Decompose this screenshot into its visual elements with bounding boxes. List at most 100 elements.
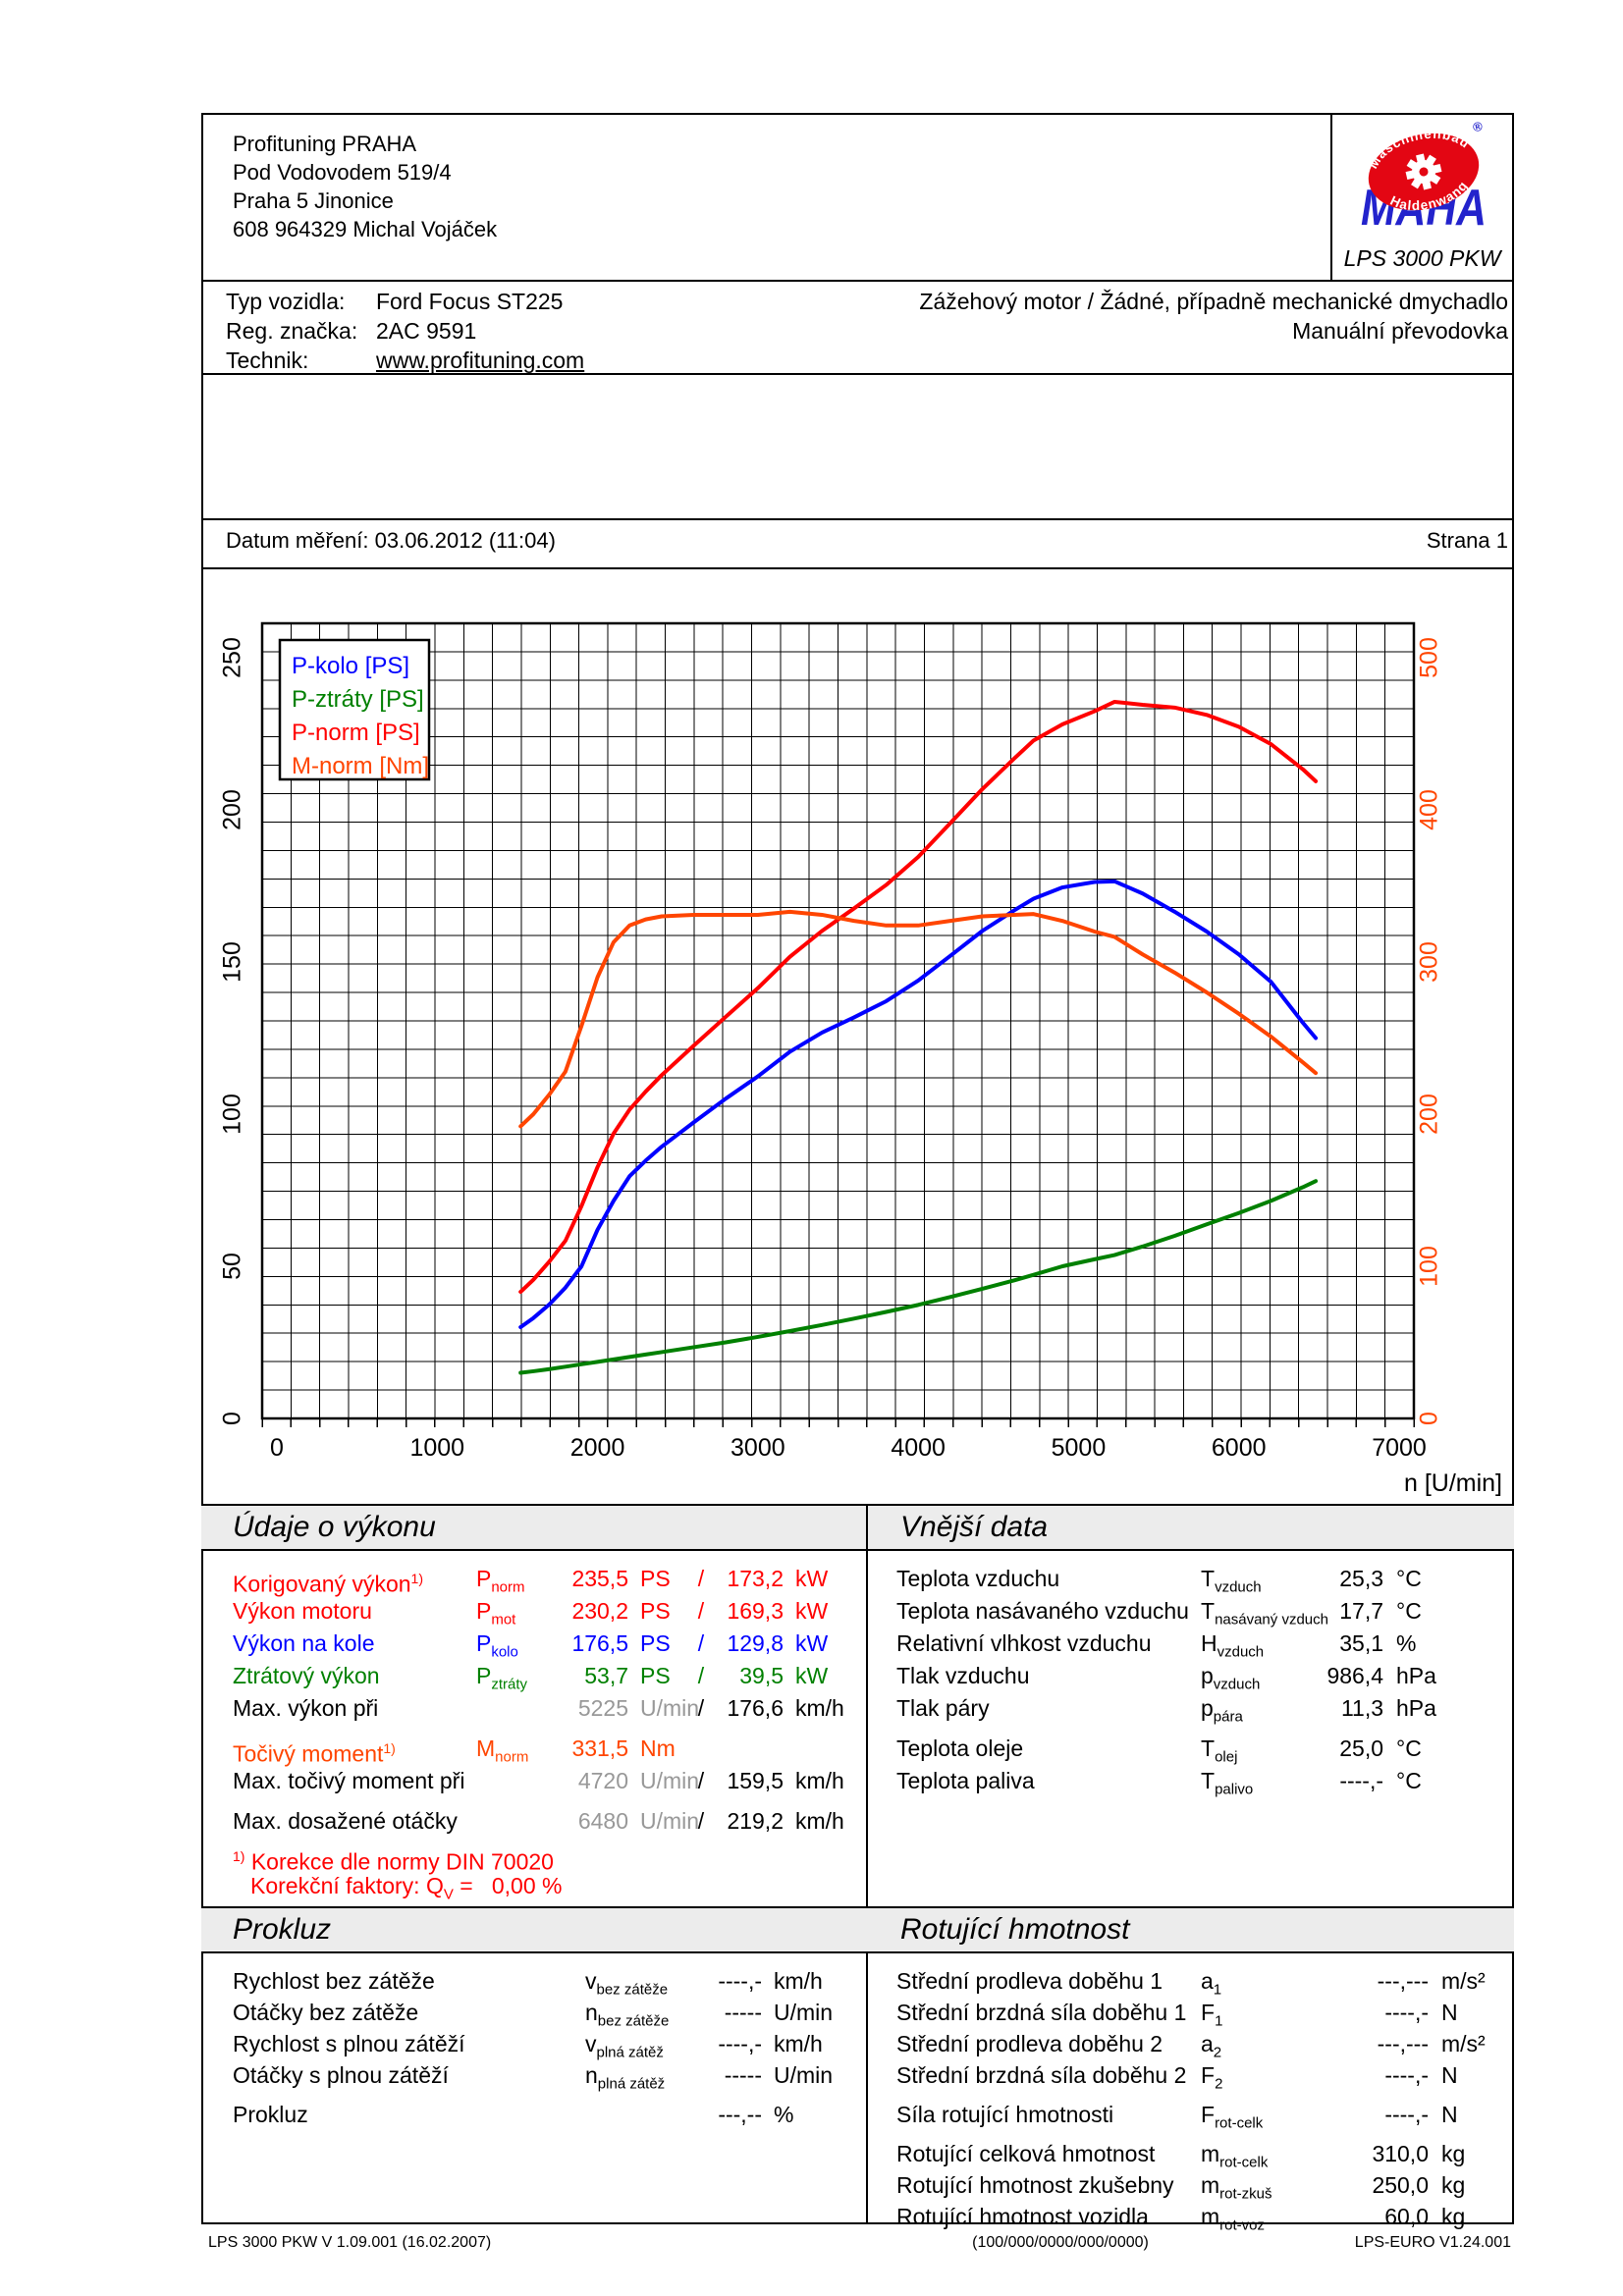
technik-website-link[interactable]: www.profituning.com xyxy=(376,347,585,373)
row-unit: U/min xyxy=(774,2000,834,2025)
data-row: Střední prodleva doběhu 1 a1 ---,--- m/s² xyxy=(896,1965,1486,1999)
row-label: Max. dosažené otáčky xyxy=(233,1808,458,1834)
row-value: ----,- xyxy=(1339,1768,1383,1793)
row-unit-2: km/h xyxy=(795,1808,844,1834)
engine-type-line: Zážehový motor / Žádné, případně mechani… xyxy=(919,289,1508,314)
svg-text:150: 150 xyxy=(219,941,246,983)
row-symbol: a2 xyxy=(1201,2031,1222,2061)
row-unit: km/h xyxy=(774,2031,823,2056)
din-correction-note: 1) Korekce dle normy DIN 70020 xyxy=(233,1848,554,1875)
row-label: Teplota vzduchu xyxy=(896,1566,1060,1591)
ambient-data-rows: Teplota vzduchu Tvzduch 25,3 °C Teplota nasá… xyxy=(896,1563,1436,1797)
row-label: Výkon na kole xyxy=(233,1630,375,1656)
row-slash: / xyxy=(697,1768,705,1793)
row-symbol: F1 xyxy=(1201,2000,1223,2030)
correction-notes: 1) Korekce dle normy DIN 70020 Korekční … xyxy=(233,1842,563,1903)
right-axis-labels: 0 100 200 300 400 500 xyxy=(1416,637,1443,1425)
row-value: 11,3 xyxy=(1340,1695,1383,1721)
row-symbol: vplná zátěž xyxy=(585,2031,664,2061)
row-value: ---,--- xyxy=(1377,1968,1429,1994)
data-row: Rotující hmotnost zkušebny mrot-zkuš 250,0… xyxy=(896,2169,1486,2202)
rotating-data-rows: Střední prodleva doběhu 1 a1 ---,--- m/s² St… xyxy=(896,1965,1486,2233)
vehicle-row: Reg. značka: 2AC 9591 xyxy=(226,316,584,346)
row-value: 53,7 xyxy=(584,1663,628,1688)
header-divider xyxy=(201,280,1514,282)
row-unit: PS xyxy=(640,1663,671,1688)
data-row: Max. dosažené otáčky 6480 U/min/ 219,2 km/h xyxy=(233,1805,844,1838)
company-address-line: 608 964329 Michal Vojáček xyxy=(233,217,498,241)
data-row: Tlak páry ppára 11,3 hPa xyxy=(896,1692,1436,1725)
row-label: Max. točivý moment při xyxy=(233,1768,465,1793)
vehicle-row-label: Reg. značka: xyxy=(226,318,358,344)
row-symbol: Frot-celk xyxy=(1201,2102,1264,2132)
row-symbol: Tolej xyxy=(1201,1735,1238,1766)
rotating-section-title: Rotující hmotnost xyxy=(900,1913,1130,1946)
svg-text:6000: 6000 xyxy=(1212,1434,1267,1462)
footer-software-version: LPS 3000 PKW V 1.09.001 (16.02.2007) xyxy=(208,2234,492,2251)
date-row-top-divider xyxy=(201,518,1514,520)
row-symbol: nplná zátěž xyxy=(585,2062,666,2093)
x-axis-title: n [U/min] xyxy=(1404,1469,1502,1497)
row-unit: °C xyxy=(1396,1566,1422,1591)
row-value: 17,7 xyxy=(1339,1598,1383,1624)
data-row: Rychlost s plnou zátěží vplná zátěž ----,-… xyxy=(233,2028,833,2061)
row-symbol: vbez zátěže xyxy=(585,1968,669,1999)
series-P-kolo [PS] xyxy=(518,879,1319,1329)
data-row: Střední brzdná síla doběhu 2 F2 ----,- N xyxy=(896,2059,1486,2093)
correction-factor-note: Korekční faktory: QV = 0,00 % xyxy=(250,1873,563,1903)
left-axis-labels: 0 50 100 150 200 250 xyxy=(219,637,246,1425)
row-value: ----- xyxy=(724,2062,762,2088)
row-value: ----,- xyxy=(718,2031,762,2056)
data-row: Teplota nasávaného vzduchu Tnasávaný vzdu… xyxy=(896,1595,1436,1628)
data-row: Síla rotující hmotnosti Frot-celk ----,- N xyxy=(896,2099,1486,2132)
row-label: Relativní vlhkost vzduchu xyxy=(896,1630,1152,1656)
row-unit: U/min xyxy=(640,1768,700,1793)
row-symbol: a1 xyxy=(1201,1968,1222,1999)
data-row: Výkon motoru Pmot 230,2 PS / 169,3 kW xyxy=(233,1595,844,1628)
svg-text:5000: 5000 xyxy=(1052,1434,1107,1462)
series-P-ztráty [PS] xyxy=(518,1179,1319,1375)
vehicle-info: Typ vozidla: Ford Focus ST225 Reg. značka:… xyxy=(226,287,584,375)
row-unit: °C xyxy=(1396,1598,1422,1624)
data-row: Teplota oleje Tolej 25,0 °C xyxy=(896,1733,1436,1765)
row-label: Teplota nasávaného vzduchu xyxy=(896,1598,1189,1624)
row-unit-2: kW xyxy=(795,1630,829,1656)
svg-text:0: 0 xyxy=(219,1412,246,1425)
data-row: Prokluz ---,--% xyxy=(233,2099,833,2130)
row-slash: / xyxy=(697,1695,705,1721)
svg-text:7000: 7000 xyxy=(1372,1434,1427,1462)
row-label: Teplota paliva xyxy=(896,1768,1035,1793)
svg-text:250: 250 xyxy=(219,637,246,678)
row-unit: °C xyxy=(1396,1735,1422,1761)
data-row: Střední brzdná síla doběhu 1 F1 ----,- N xyxy=(896,1997,1486,2030)
row-unit: U/min xyxy=(774,2062,834,2088)
row-label: Střední prodleva doběhu 1 xyxy=(896,1968,1163,1994)
row-unit-2: kW xyxy=(795,1566,829,1591)
data-row: Točivý moment1) Mnorm 331,5 Nm xyxy=(233,1733,844,1767)
row-unit: U/min xyxy=(640,1695,700,1721)
data-row: Max. výkon při 5225 U/min/ 176,6 km/h xyxy=(233,1692,844,1725)
slip-section-header: Prokluz xyxy=(201,1906,866,1953)
row-value-2: 169,3 xyxy=(727,1598,784,1624)
legend-entry: P-kolo [PS] xyxy=(292,653,409,679)
slip-data-rows: Rychlost bez zátěže vbez zátěže ----,- km/h… xyxy=(233,1965,833,2130)
row-unit: U/min xyxy=(640,1808,700,1834)
row-unit: kg xyxy=(1441,2141,1466,2166)
row-symbol: Tnasávaný vzduch xyxy=(1201,1598,1328,1629)
svg-text:300: 300 xyxy=(1416,941,1443,983)
date-row-bottom-divider xyxy=(201,567,1514,569)
row-value: ----,- xyxy=(1384,2102,1429,2127)
svg-text:100: 100 xyxy=(219,1094,246,1135)
svg-text:100: 100 xyxy=(1416,1246,1443,1287)
legend-entry: P-norm [PS] xyxy=(292,720,420,746)
row-value: 310,0 xyxy=(1372,2141,1429,2166)
svg-text:3000: 3000 xyxy=(730,1434,785,1462)
row-unit: N xyxy=(1441,2000,1458,2025)
footer-firmware-version: LPS-EURO V1.24.001 xyxy=(1354,2234,1511,2251)
row-unit-2: km/h xyxy=(795,1768,844,1793)
row-symbol: F2 xyxy=(1201,2062,1223,2093)
row-slash: / xyxy=(697,1808,705,1834)
vehicle-row: Typ vozidla: Ford Focus ST225 xyxy=(226,287,584,316)
row-unit: kg xyxy=(1441,2172,1466,2198)
